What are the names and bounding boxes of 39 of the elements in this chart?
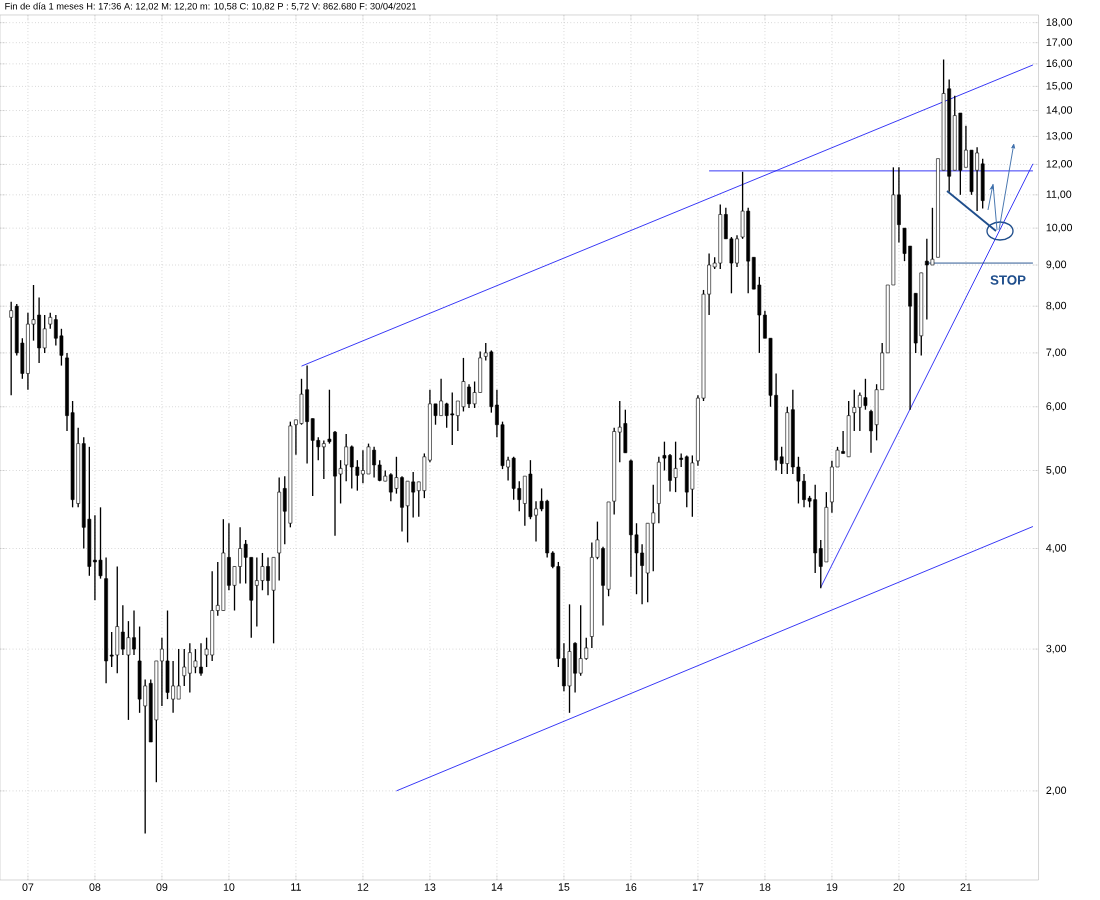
candlestick bbox=[9, 301, 14, 396]
x-tick-label: 16 bbox=[625, 883, 637, 891]
candlestick bbox=[321, 439, 326, 480]
y-tick-label: 13,00 bbox=[1046, 132, 1073, 141]
x-tick-label: 15 bbox=[558, 883, 570, 891]
x-tick-label: 14 bbox=[491, 883, 503, 891]
y-tick-label: 2,00 bbox=[1046, 786, 1067, 796]
y-tick-label: 17,00 bbox=[1046, 38, 1073, 48]
y-tick-label: 8,00 bbox=[1046, 301, 1067, 311]
chart-title: Fin de día 1 meses H: 17:36 A: 12,02 M: 12,20 m: 10,58 C: 10,82 P : 5,72 V: 862.680 F: 30/04/2021 bbox=[5, 2, 417, 11]
y-tick-label: 6,00 bbox=[1046, 402, 1067, 412]
y-tick-label: 4,00 bbox=[1046, 544, 1067, 553]
y-tick-label: 18,00 bbox=[1046, 18, 1073, 28]
x-tick-label: 11 bbox=[291, 883, 301, 891]
x-tick-label: 20 bbox=[893, 883, 905, 891]
y-tick-label: 16,00 bbox=[1046, 59, 1073, 69]
y-tick-label: 9,00 bbox=[1046, 260, 1067, 270]
y-tick-label: 7,00 bbox=[1046, 348, 1067, 358]
x-tick-label: 21 bbox=[960, 883, 972, 891]
y-tick-label: 12,00 bbox=[1046, 160, 1073, 169]
y-tick-label: 5,00 bbox=[1046, 466, 1067, 475]
candlestick bbox=[182, 648, 187, 687]
x-tick-label: 17 bbox=[692, 883, 704, 891]
x-tick-label: 12 bbox=[357, 883, 369, 891]
y-tick-label: 3,00 bbox=[1046, 644, 1067, 654]
x-tick-label: 18 bbox=[759, 883, 771, 891]
candlestick bbox=[344, 433, 349, 482]
x-tick-label: 08 bbox=[89, 883, 101, 891]
x-tick-label: 09 bbox=[156, 883, 168, 891]
y-tick-label: 10,00 bbox=[1046, 223, 1073, 233]
y-tick-label: 11,00 bbox=[1046, 190, 1072, 200]
y-tick-label: 14,00 bbox=[1046, 106, 1073, 115]
candlestick bbox=[852, 389, 857, 432]
x-tick-label: 13 bbox=[424, 883, 436, 891]
y-tick-label: 15,00 bbox=[1046, 82, 1073, 91]
x-tick-label: 10 bbox=[223, 883, 235, 891]
annotation: STOP bbox=[990, 275, 1026, 285]
x-tick-label: 07 bbox=[22, 883, 34, 891]
x-tick-label: 19 bbox=[826, 883, 838, 891]
